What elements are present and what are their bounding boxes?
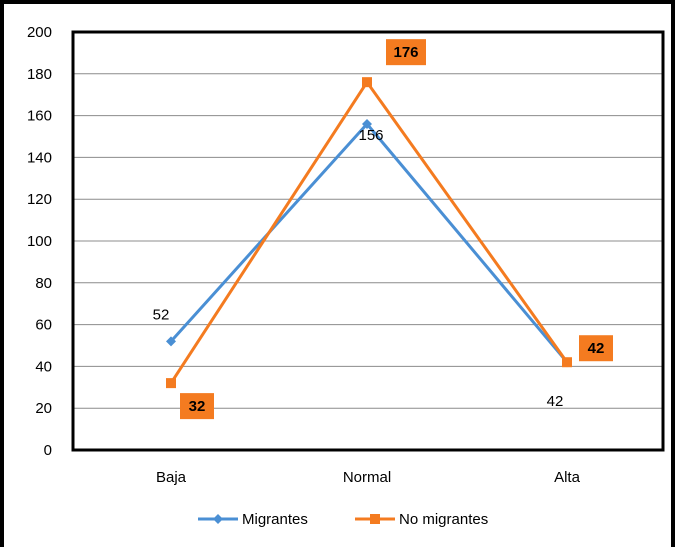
- data-label-no-migrantes: 176: [393, 44, 418, 61]
- data-label-no-migrantes: 32: [189, 398, 206, 415]
- data-label-migrantes: 52: [153, 306, 170, 323]
- data-point-square: [166, 378, 176, 389]
- y-tick-label: 120: [27, 191, 52, 208]
- y-tick-label: 200: [27, 24, 52, 41]
- x-category-label: Baja: [156, 469, 187, 486]
- y-tick-label: 60: [35, 317, 52, 334]
- data-label-box: [579, 335, 613, 362]
- data-labels: 52 156 42 32 176 42: [153, 39, 613, 420]
- data-point-square: [562, 357, 572, 368]
- legend-marker: [370, 514, 380, 524]
- y-tick-label: 100: [27, 233, 52, 250]
- legend: Migrantes No migrantes: [198, 511, 488, 528]
- y-tick-label: 40: [35, 358, 52, 375]
- y-tick-label: 80: [35, 275, 52, 292]
- data-point-square: [362, 77, 372, 88]
- plot-area-border: [71, 30, 665, 452]
- legend-label: Migrantes: [242, 511, 308, 528]
- legend-label: No migrantes: [399, 511, 488, 528]
- x-category-label: Alta: [554, 469, 581, 486]
- y-tick-label: 180: [27, 66, 52, 83]
- data-point-diamond: [166, 336, 176, 347]
- legend-marker: [213, 514, 223, 524]
- x-category-label: Normal: [343, 469, 391, 486]
- y-axis-ticks: 0 20 40 60 80 100 120 140 160 180 200: [27, 24, 52, 459]
- series-lines: [166, 77, 572, 389]
- series-line: [169, 121, 569, 364]
- data-label-no-migrantes: 42: [588, 340, 605, 357]
- data-label-migrantes: 156: [358, 127, 383, 144]
- y-tick-label: 20: [35, 400, 52, 417]
- gridlines: [73, 73, 663, 409]
- y-tick-label: 160: [27, 108, 52, 125]
- data-label-box: [386, 39, 426, 66]
- y-tick-label: 0: [44, 442, 52, 459]
- x-axis-categories: Baja Normal Alta: [156, 469, 581, 486]
- y-tick-label: 140: [27, 149, 52, 166]
- data-label-box: [180, 393, 214, 420]
- data-label-migrantes: 42: [547, 393, 564, 410]
- data-point-diamond: [362, 118, 372, 129]
